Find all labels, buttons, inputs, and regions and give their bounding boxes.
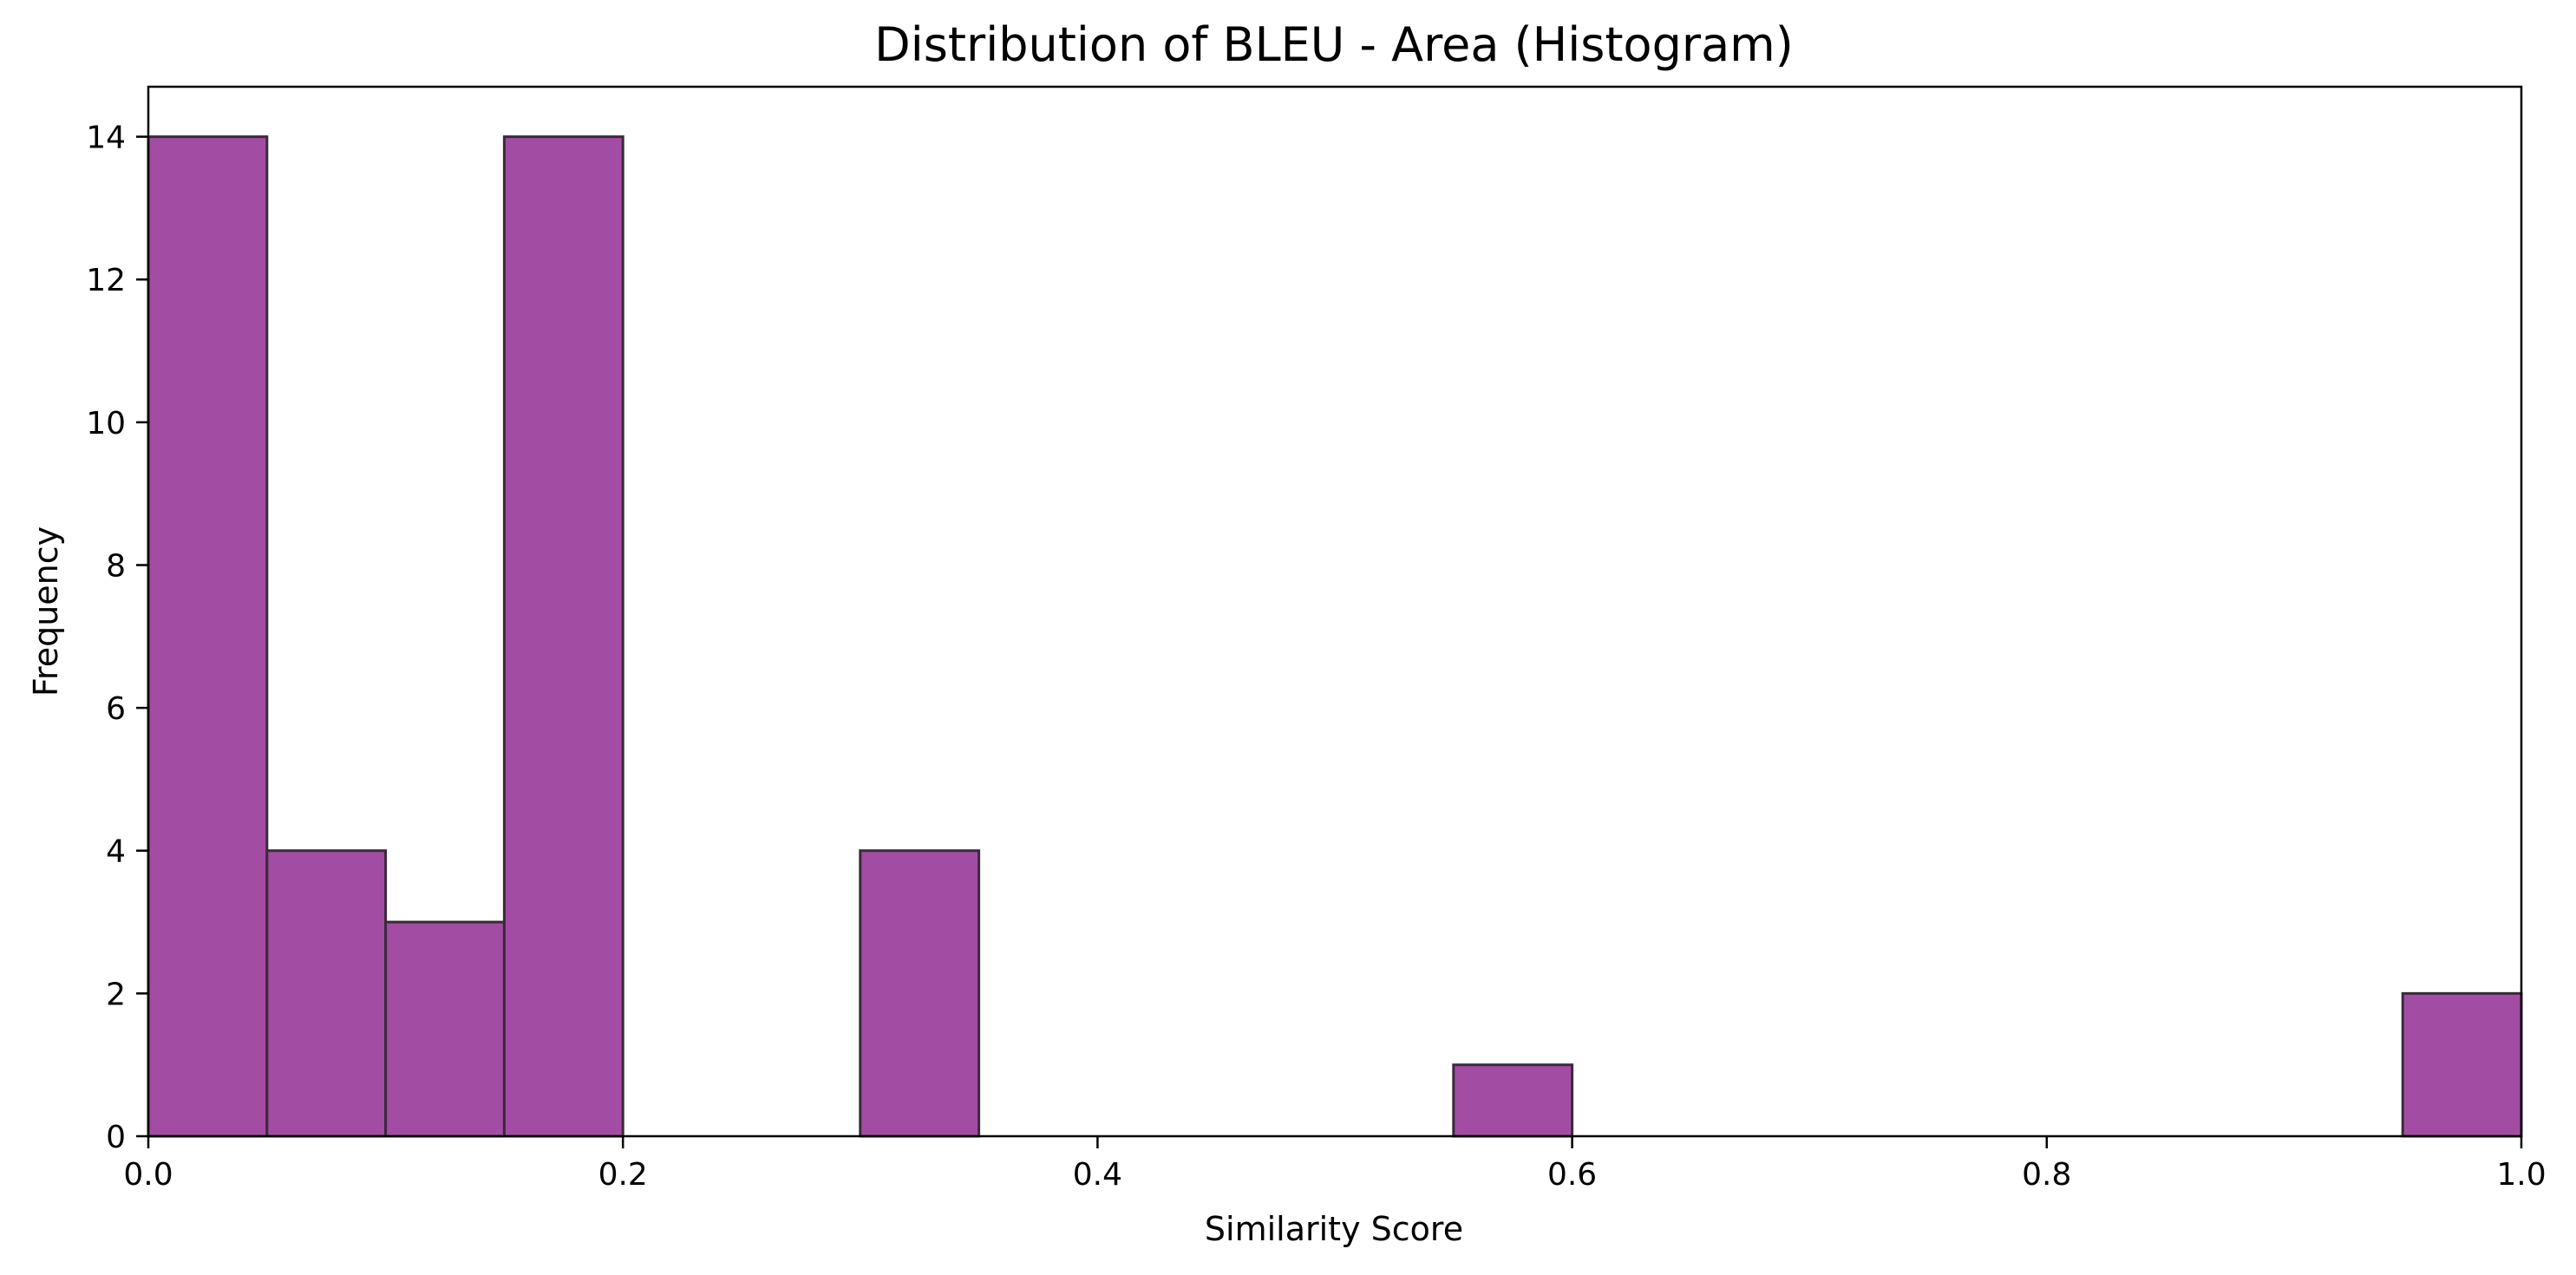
- x-tick-label-4: 0.8: [2022, 1157, 2071, 1193]
- histogram-bar-2: [384, 920, 506, 1138]
- y-tick-label-3: 6: [106, 691, 126, 727]
- x-tick-label-5: 1.0: [2496, 1157, 2546, 1193]
- y-tick-label-0: 0: [106, 1120, 126, 1155]
- chart-title: Distribution of BLEU - Area (Histogram): [874, 17, 1794, 72]
- histogram-bar-3: [502, 135, 624, 1138]
- y-tick-label-4: 8: [106, 548, 126, 584]
- x-axis-label: Similarity Score: [1205, 1210, 1463, 1248]
- bars-group: [147, 135, 2523, 1138]
- y-tick-label-1: 2: [106, 977, 126, 1012]
- histogram-bar-6: [859, 849, 981, 1138]
- histogram-bar-11: [1452, 1063, 1574, 1138]
- x-tick-label-3: 0.6: [1547, 1157, 1597, 1193]
- x-tick-label-1: 0.2: [598, 1157, 648, 1193]
- x-tick-label-0: 0.0: [123, 1157, 173, 1193]
- x-ticks-group: 0.0 0.2 0.4 0.6 0.8 1.0: [123, 1136, 2547, 1193]
- x-tick-label-2: 0.4: [1073, 1157, 1122, 1193]
- histogram-bar-1: [265, 849, 388, 1138]
- y-axis-label: Frequency: [27, 526, 65, 696]
- plot-frame: [147, 85, 2523, 1138]
- y-tick-label-6: 12: [86, 263, 126, 298]
- y-tick-label-5: 10: [86, 406, 126, 441]
- y-tick-label-2: 4: [106, 834, 126, 870]
- histogram-bar-19: [2401, 991, 2523, 1138]
- y-tick-label-7: 14: [86, 121, 126, 156]
- histogram-bar-0: [147, 135, 269, 1138]
- y-ticks-group: 0 2 4 6 8 10 12 14: [86, 121, 148, 1155]
